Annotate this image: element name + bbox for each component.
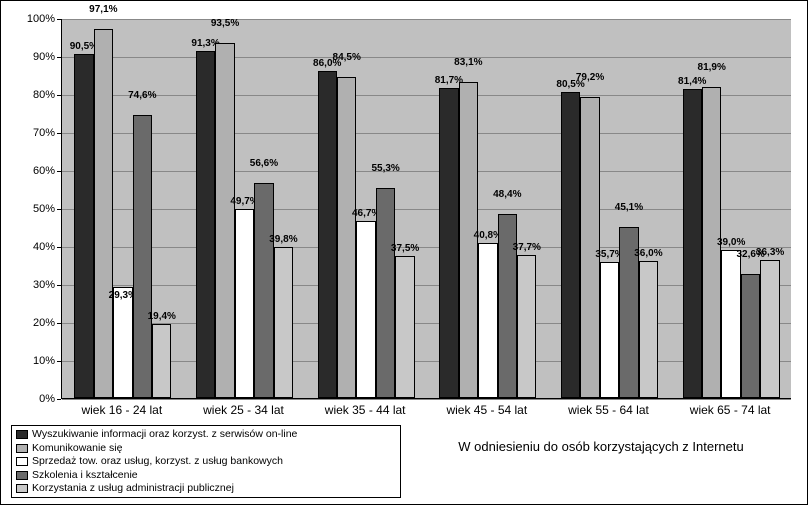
y-tick [57,323,61,324]
bar-s3 [235,209,254,398]
bar-s3 [600,262,619,398]
y-tick [57,399,61,400]
bar-s4 [741,274,760,398]
legend-item: Szkolenia i kształcenie [16,469,396,483]
y-axis-label: 100% [5,13,55,25]
x-axis-label: wiek 65 - 74 lat [690,403,771,417]
legend-item: Sprzedaż tow. oraz usług, korzyst. z usł… [16,455,396,469]
bar-s2 [580,97,599,398]
y-axis-label: 60% [5,165,55,177]
y-axis-label: 10% [5,355,55,367]
legend-box: Wyszukiwanie informacji oraz korzyst. z … [11,425,401,498]
bar-value-label: 79,2% [576,72,604,83]
legend-label: Wyszukiwanie informacji oraz korzyst. z … [32,428,297,442]
grid-line [62,19,791,20]
y-axis-label: 80% [5,89,55,101]
chart-frame: 90,5%97,1%29,3%74,6%19,4%91,3%93,5%49,7%… [0,0,808,505]
legend-label: Komunikowanie się [32,442,122,456]
bar-s1 [561,92,580,398]
bar-s5 [395,256,414,399]
bar-s3 [478,243,497,398]
bar-s3 [356,221,375,398]
legend-swatch [16,484,28,493]
bar-value-label: 45,1% [615,202,643,213]
bar-s3 [113,287,132,398]
y-tick [57,361,61,362]
legend-item: Komunikowanie się [16,442,396,456]
y-axis-label: 40% [5,241,55,253]
bar-s5 [152,324,171,398]
bar-s1 [439,88,458,398]
y-axis-label: 70% [5,127,55,139]
bar-value-label: 93,5% [211,18,239,29]
bar-value-label: 37,7% [513,242,541,253]
bar-value-label: 39,0% [717,237,745,248]
legend-swatch [16,471,28,480]
legend-swatch [16,457,28,466]
bar-value-label: 37,5% [391,243,419,254]
bar-value-label: 36,0% [634,248,662,259]
legend-label: Sprzedaż tow. oraz usług, korzyst. z usł… [32,455,283,469]
x-axis-label: wiek 25 - 34 lat [203,403,284,417]
y-axis-label: 0% [5,393,55,405]
bar-s4 [376,188,395,398]
legend-label: Korzystania z usług administracji public… [32,482,234,496]
bar-s4 [254,183,273,398]
y-tick [57,171,61,172]
bar-value-label: 36,3% [756,247,784,258]
bar-value-label: 83,1% [454,57,482,68]
bar-s2 [94,29,113,398]
bar-s3 [721,250,740,398]
y-tick [57,133,61,134]
y-tick [57,19,61,20]
x-axis-label: wiek 16 - 24 lat [81,403,162,417]
legend-item: Korzystania z usług administracji public… [16,482,396,496]
bar-s1 [318,71,337,398]
grid-line [62,399,791,400]
y-axis-label: 20% [5,317,55,329]
bar-value-label: 55,3% [371,163,399,174]
bar-value-label: 56,6% [250,158,278,169]
bar-s2 [337,77,356,398]
bar-s1 [683,89,702,398]
legend-swatch [16,444,28,453]
bar-value-label: 97,1% [89,4,117,15]
grid-line [62,57,791,58]
bar-s1 [196,51,215,398]
bar-s5 [760,260,779,398]
legend-label: Szkolenia i kształcenie [32,469,138,483]
y-tick [57,247,61,248]
bar-value-label: 39,8% [269,234,297,245]
x-axis-label: wiek 45 - 54 lat [446,403,527,417]
bar-s5 [274,247,293,398]
legend-item: Wyszukiwanie informacji oraz korzyst. z … [16,428,396,442]
bar-value-label: 74,6% [128,90,156,101]
bar-s2 [215,43,234,398]
bar-value-label: 81,4% [678,76,706,87]
bar-s5 [517,255,536,398]
y-tick [57,95,61,96]
x-axis-label: wiek 55 - 64 lat [568,403,649,417]
bar-value-label: 48,4% [493,189,521,200]
plot-area: 90,5%97,1%29,3%74,6%19,4%91,3%93,5%49,7%… [61,19,791,399]
y-axis-label: 90% [5,51,55,63]
x-axis-label: wiek 35 - 44 lat [325,403,406,417]
bar-value-label: 84,5% [333,52,361,63]
bar-s1 [74,54,93,398]
y-tick [57,285,61,286]
chart-note: W odniesieniu do osób korzystających z I… [431,439,771,454]
y-axis-label: 50% [5,203,55,215]
bar-value-label: 19,4% [148,311,176,322]
y-tick [57,209,61,210]
y-axis-label: 30% [5,279,55,291]
bar-s5 [639,261,658,398]
legend-swatch [16,430,28,439]
y-tick [57,57,61,58]
bar-s4 [133,115,152,398]
bar-value-label: 81,9% [698,62,726,73]
